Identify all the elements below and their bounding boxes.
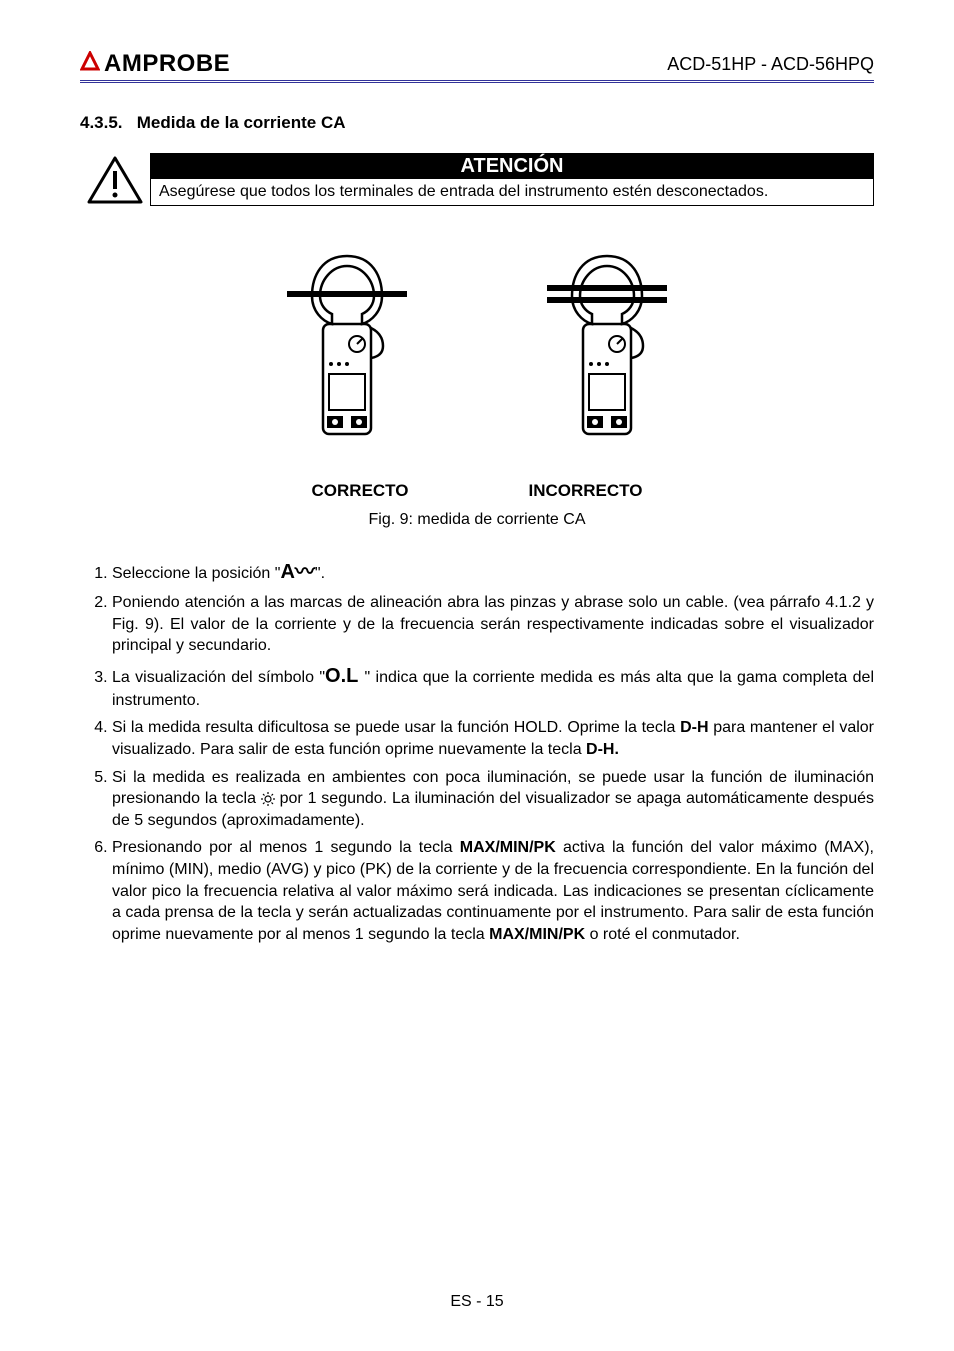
clamp-meter-correct-icon [287,246,407,451]
ac-symbol-icon: A〰 [280,561,314,583]
section-title-text: Medida de la corriente CA [137,113,346,132]
step-4: Si la medida resulta dificultosa se pued… [112,717,874,760]
step-5: Si la medida es realizada en ambientes c… [112,767,874,832]
step-text: Si la medida resulta dificultosa se pued… [112,719,680,736]
step-3: La visualización del símbolo "O.L " indi… [112,663,874,712]
page-footer: ES - 15 [0,1293,954,1311]
step-6: Presionando por al menos 1 segundo la te… [112,837,874,945]
step-text: Presionando por al menos 1 segundo la te… [112,839,460,856]
attention-block: ATENCIÓN Asegúrese que todos los termina… [80,153,874,206]
attention-heading: ATENCIÓN [151,154,873,179]
key-maxminpk: MAX/MIN/PK [460,839,556,856]
figure-label-correct: CORRECTO [312,481,409,501]
warning-icon [80,153,150,206]
clamp-meter-incorrect-icon [547,246,667,451]
brand-logo: AMPROBE [80,50,230,78]
section-number: 4.3.5. [80,113,123,132]
step-text: Seleccione la posición " [112,565,280,582]
key-dh: D-H. [586,741,619,758]
overload-symbol: O.L [325,665,364,687]
step-text: Poniendo atención a las marcas de alinea… [112,594,874,654]
step-1: Seleccione la posición "A〰". [112,559,874,586]
attention-body: Asegúrese que todos los terminales de en… [151,179,873,205]
step-2: Poniendo atención a las marcas de alinea… [112,592,874,657]
step-text: La visualización del símbolo " [112,669,325,686]
step-text: o roté el conmutador. [585,926,740,943]
figure-block: CORRECTO INCORRECTO Fig. 9: medida de co… [80,246,874,529]
figure-label-incorrect: INCORRECTO [529,481,643,501]
backlight-icon [261,790,275,807]
instruction-list: Seleccione la posición "A〰". Poniendo at… [80,559,874,945]
step-text: ". [315,565,325,582]
section-heading: 4.3.5. Medida de la corriente CA [80,113,874,133]
page-header: AMPROBE ACD-51HP - ACD-56HPQ [80,50,874,83]
key-dh: D-H [680,719,708,736]
logo-triangle-icon [80,51,100,77]
key-maxminpk: MAX/MIN/PK [489,926,585,943]
logo-text: AMPROBE [104,50,230,78]
model-number: ACD-51HP - ACD-56HPQ [667,54,874,75]
figure-caption: Fig. 9: medida de corriente CA [80,511,874,529]
